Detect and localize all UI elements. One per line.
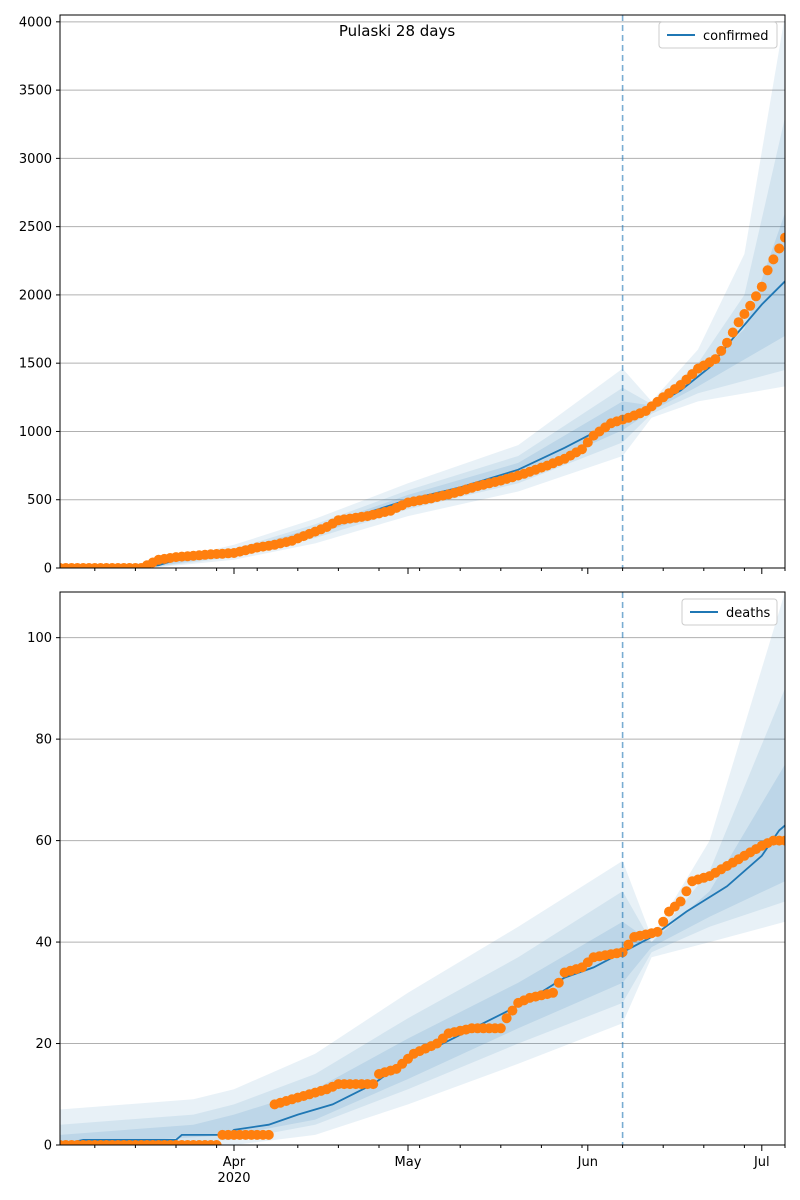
observed-point: [710, 354, 721, 365]
uncertainty-band-mid: [60, 688, 785, 1145]
x-tick-label: Jul: [753, 1155, 770, 1170]
observed-point: [623, 939, 634, 950]
x-tick-sublabel: 2020: [217, 1171, 250, 1186]
chart-title: Pulaski 28 days: [339, 22, 456, 40]
uncertainty-band-inner: [60, 764, 785, 1145]
y-tick-label: 4000: [19, 15, 52, 30]
y-tick-label: 1500: [19, 357, 52, 372]
observed-point: [681, 886, 692, 897]
observed-point: [745, 300, 756, 311]
observed-point: [495, 1023, 506, 1034]
observed-point: [507, 1005, 518, 1016]
observed-point: [716, 345, 727, 356]
legend-box: [681, 598, 778, 626]
observed-point: [368, 1079, 379, 1090]
observed-point: [501, 1013, 512, 1024]
observed-point: [652, 926, 663, 937]
observed-point: [553, 977, 564, 988]
y-tick-label: 3500: [19, 84, 52, 99]
y-tick-label: 40: [35, 936, 52, 951]
observed-point: [780, 835, 785, 846]
x-tick-label: Apr: [223, 1155, 246, 1170]
x-tick-label: Jun: [577, 1155, 598, 1170]
observed-point: [762, 265, 773, 276]
observed-point: [675, 896, 686, 907]
y-tick-label: 2500: [19, 220, 52, 235]
observed-point: [780, 232, 785, 243]
observed-point: [774, 243, 785, 254]
observed-point: [263, 1129, 274, 1140]
legend-box: [658, 21, 778, 49]
observed-point: [768, 254, 779, 265]
observed-point: [733, 317, 744, 328]
plot-area: [60, 592, 785, 1145]
observed-point: [658, 916, 669, 927]
observed-point: [739, 309, 750, 319]
y-tick-label: 500: [27, 493, 52, 508]
y-tick-label: 60: [35, 834, 52, 849]
observed-point: [751, 291, 761, 302]
y-tick-label: 2000: [19, 288, 52, 303]
observed-point: [727, 327, 738, 338]
x-tick-label: May: [395, 1155, 422, 1170]
y-tick-label: 0: [44, 1139, 52, 1154]
legend-label: deaths: [726, 606, 771, 621]
observed-point: [548, 987, 558, 998]
axes-frame: [59, 14, 786, 569]
axes-frame: [59, 591, 786, 1146]
y-tick-label: 3000: [19, 152, 52, 167]
y-tick-label: 1000: [19, 425, 52, 440]
observed-point: [756, 281, 767, 292]
y-tick-label: 20: [35, 1037, 52, 1052]
plot-area: [60, 15, 785, 568]
uncertainty-band-outer: [60, 15, 785, 568]
observed-point: [577, 444, 587, 455]
y-tick-label: 100: [27, 631, 52, 646]
observed-point: [211, 1140, 222, 1145]
observed-point: [722, 337, 732, 348]
uncertainty-band-outer: [60, 592, 785, 1145]
y-tick-label: 80: [35, 733, 52, 748]
observed-point: [582, 437, 593, 448]
y-tick-label: 0: [44, 562, 52, 577]
chart-panel-confirmed: 0 500 1000 1500 2000 2500 3000 3500 4000 confirme…: [19, 14, 786, 577]
legend-label: confirmed: [703, 29, 769, 44]
model-median-line: [60, 280, 785, 568]
